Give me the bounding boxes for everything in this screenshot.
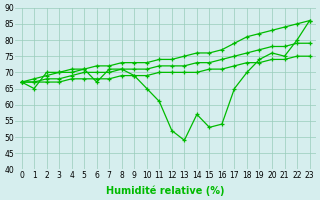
X-axis label: Humidité relative (%): Humidité relative (%) (106, 185, 225, 196)
